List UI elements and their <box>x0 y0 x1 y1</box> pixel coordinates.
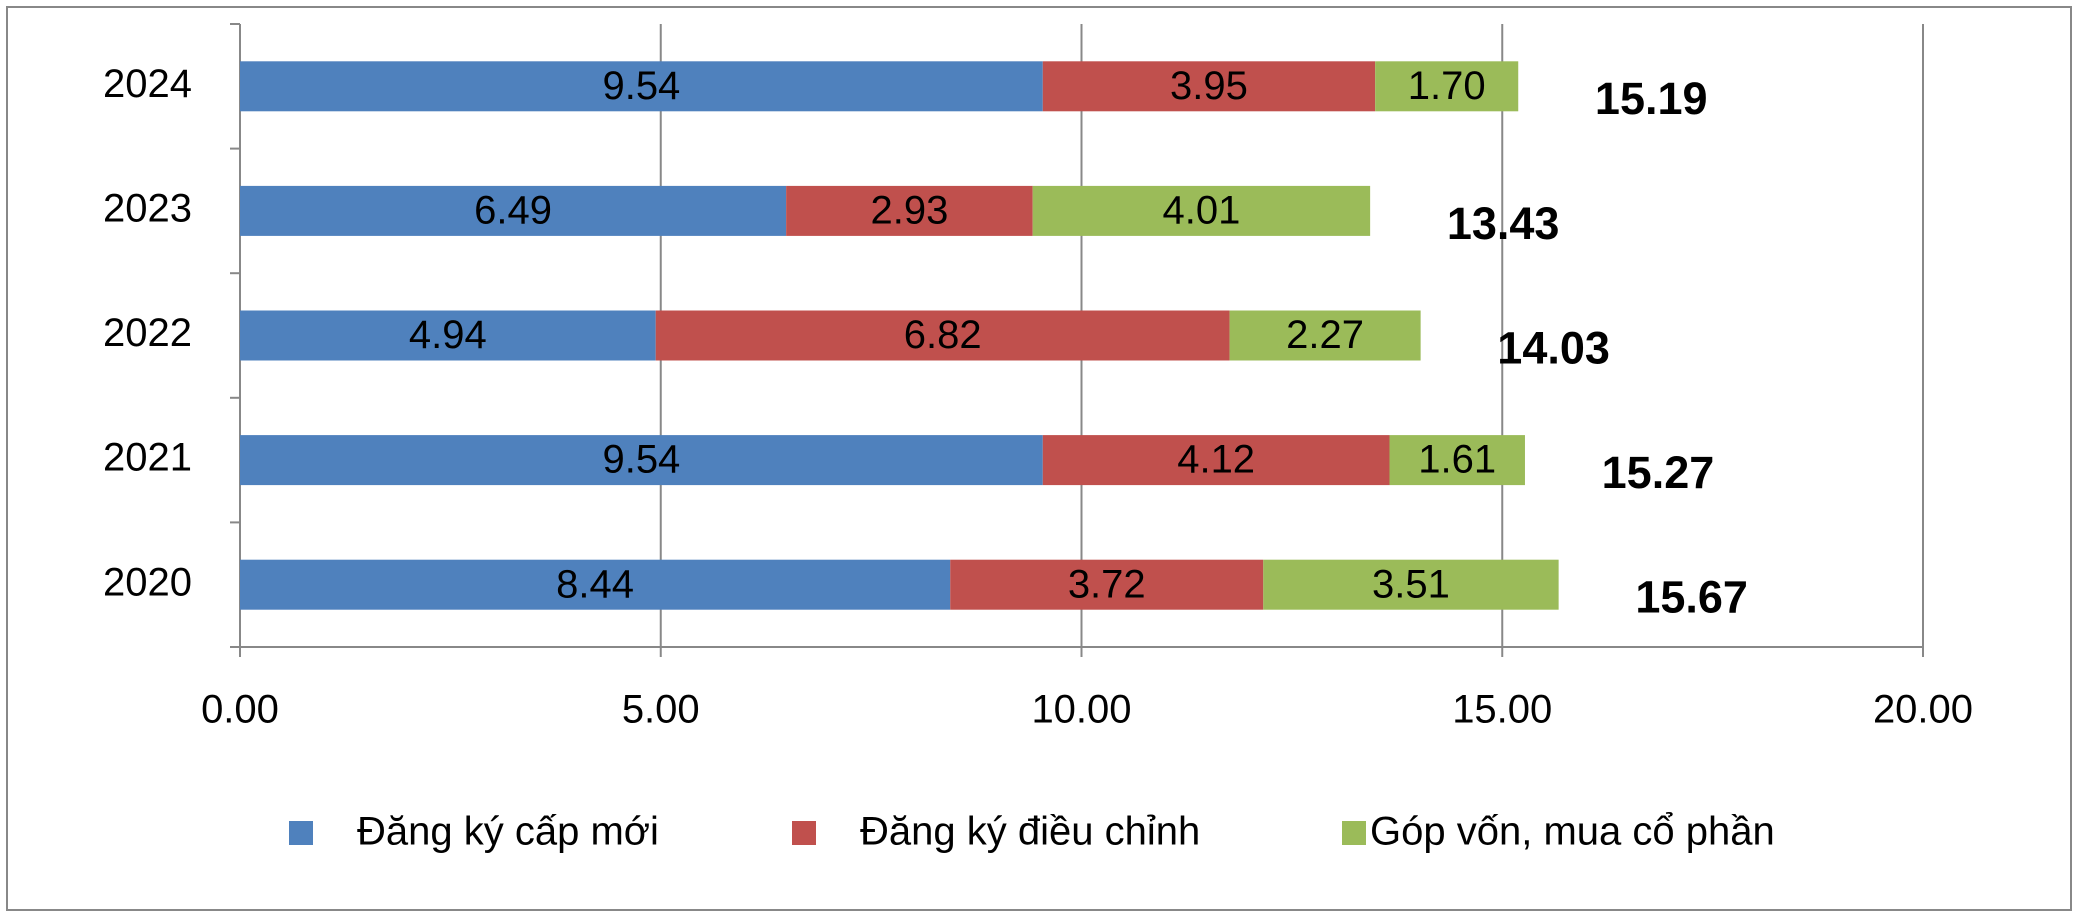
data-label: 6.82 <box>904 313 982 357</box>
legend-swatch <box>289 821 313 845</box>
y-tick-label: 2020 <box>103 560 192 604</box>
data-label: 4.01 <box>1162 188 1240 232</box>
total-label: 13.43 <box>1447 198 1560 249</box>
legend-swatch <box>792 821 816 845</box>
data-label: 2.93 <box>870 188 948 232</box>
bar-segment <box>1042 435 1390 486</box>
bar-segment <box>240 61 1043 112</box>
total-label: 14.03 <box>1497 322 1610 373</box>
data-label: 2.27 <box>1286 313 1364 357</box>
total-label: 15.67 <box>1635 572 1748 623</box>
data-label: 8.44 <box>556 562 634 606</box>
bar-segment <box>240 185 787 236</box>
total-label: 15.27 <box>1602 447 1715 498</box>
y-tick-label: 2022 <box>103 311 192 355</box>
x-tick-label: 0.00 <box>201 688 279 732</box>
legend-label: Đăng ký điều chỉnh <box>860 810 1200 854</box>
y-tick-label: 2024 <box>103 62 192 106</box>
data-label: 4.12 <box>1177 438 1255 482</box>
x-tick-label: 15.00 <box>1452 688 1552 732</box>
x-tick-label: 20.00 <box>1873 688 1973 732</box>
legend-label: Góp vốn, mua cổ phần <box>1370 810 1775 854</box>
data-label: 6.49 <box>474 188 552 232</box>
bar-segment <box>1042 61 1376 112</box>
bar-segment <box>1229 310 1421 361</box>
total-label: 15.19 <box>1595 73 1708 124</box>
data-label: 3.51 <box>1372 562 1450 606</box>
data-label: 3.95 <box>1170 64 1248 108</box>
bar-segment <box>240 435 1043 486</box>
bar-segment <box>950 559 1264 610</box>
bar-segment <box>1389 435 1525 486</box>
data-label: 4.94 <box>409 313 487 357</box>
data-label: 9.54 <box>602 64 680 108</box>
y-tick-label: 2021 <box>103 436 192 480</box>
data-label: 3.72 <box>1068 562 1146 606</box>
data-label: 1.70 <box>1408 64 1486 108</box>
bar-segment <box>1032 185 1371 236</box>
bar-segment <box>1263 559 1559 610</box>
y-tick-label: 2023 <box>103 186 192 230</box>
x-tick-label: 5.00 <box>622 688 700 732</box>
bar-segment <box>240 559 951 610</box>
bar-segment <box>1375 61 1519 112</box>
bar-segment <box>240 310 656 361</box>
data-label: 1.61 <box>1418 438 1496 482</box>
x-tick-label: 10.00 <box>1031 688 1131 732</box>
bar-segment <box>786 185 1033 236</box>
bar-segment <box>655 310 1230 361</box>
data-label: 9.54 <box>602 438 680 482</box>
legend-label: Đăng ký cấp mới <box>357 810 659 854</box>
legend-swatch <box>1342 821 1366 845</box>
